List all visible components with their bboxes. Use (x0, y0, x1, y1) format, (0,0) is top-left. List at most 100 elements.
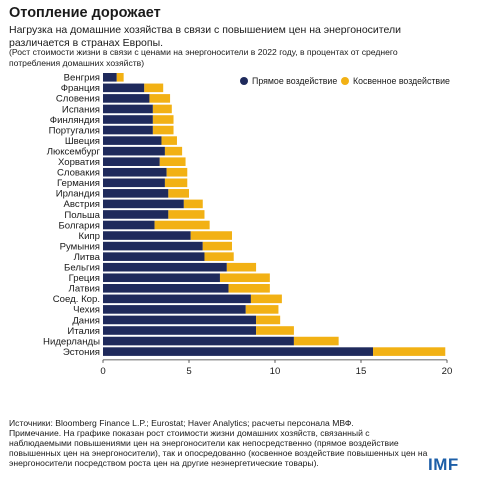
bar-indirect (204, 252, 234, 261)
bar-indirect (164, 146, 183, 156)
category-label: Португалия (49, 125, 100, 136)
bar-direct (103, 241, 203, 251)
legend-marker (240, 77, 248, 85)
category-label: Словения (56, 94, 100, 105)
bar-direct (103, 262, 227, 272)
bar-direct (103, 305, 246, 314)
category-label: Австрия (64, 199, 100, 210)
bar-indirect (190, 231, 232, 240)
bar-indirect (202, 241, 232, 251)
category-label: Италия (67, 326, 100, 337)
category-label: Литва (74, 252, 101, 263)
category-label: Болгария (58, 220, 100, 231)
bar-indirect (166, 167, 188, 177)
category-label: Греция (69, 273, 100, 284)
category-label: Финляндия (50, 115, 100, 126)
bar-direct (103, 115, 153, 124)
category-label: Франция (61, 83, 100, 94)
category-label: Люксембург (47, 146, 101, 157)
bar-indirect (219, 273, 270, 283)
category-label: Польша (64, 210, 100, 221)
bar-direct (103, 146, 165, 156)
category-label: Испания (62, 104, 100, 115)
bar-indirect (183, 199, 203, 209)
bar-direct (103, 315, 257, 325)
remark-text: Примечание. На графике показан рост стои… (9, 428, 428, 468)
bar-direct (103, 136, 162, 145)
legend-marker (341, 77, 349, 85)
bar-indirect (293, 336, 339, 346)
x-tick-label: 0 (100, 366, 105, 377)
bar-direct (103, 125, 153, 135)
category-label: Германия (57, 178, 100, 189)
bar-indirect (228, 284, 270, 293)
legend-label: Косвенное воздействие (353, 76, 450, 86)
bar-direct (103, 326, 257, 335)
x-axis-ticks: 0 5 10 15 20 (100, 359, 453, 377)
chart-note: (Рост стоимости жизни в связи с ценами н… (9, 47, 398, 68)
bar-direct (103, 294, 251, 304)
category-label: Латвия (69, 284, 100, 295)
bar-direct (103, 231, 191, 240)
x-tick-label: 10 (270, 366, 281, 377)
bar-direct (103, 199, 184, 209)
legend: Прямое воздействие Косвенное воздействие (240, 76, 450, 86)
bar-indirect (154, 220, 210, 230)
x-tick-label: 20 (442, 366, 453, 377)
bar-indirect (168, 189, 189, 198)
category-label: Нидерланды (43, 336, 100, 347)
category-label: Ирландия (56, 189, 100, 200)
bar-indirect (226, 262, 257, 272)
bar-indirect (256, 326, 294, 335)
bar-indirect (152, 104, 172, 114)
chart-subtitle: Нагрузка на домашние хозяйства в связи с… (9, 24, 401, 49)
bar-direct (103, 336, 294, 346)
bar-direct (103, 252, 205, 261)
bars-group (103, 73, 446, 356)
category-label: Кипр (79, 231, 100, 242)
bar-direct (103, 220, 155, 230)
x-tick-label: 15 (356, 366, 367, 377)
bar-indirect (245, 305, 279, 314)
legend-label: Прямое воздействие (252, 76, 337, 86)
imf-logo: IMF (428, 455, 459, 474)
category-label: Дания (72, 315, 100, 326)
bar-indirect (164, 178, 188, 188)
bar-indirect (152, 125, 174, 135)
category-label: Соед. Кор. (53, 294, 100, 305)
source-block: Источники: Bloomberg Finance L.P.; Euros… (9, 418, 429, 468)
category-label: Эстония (63, 347, 100, 358)
chart-title: Отопление дорожает (9, 5, 161, 21)
bar-indirect (250, 294, 282, 304)
category-label: Хорватия (58, 157, 100, 168)
bar-indirect (161, 136, 177, 145)
category-labels: ВенгрияФранцияСловенияИспанияФинляндияПо… (43, 73, 101, 358)
bar-indirect (168, 210, 205, 219)
bar-direct (103, 189, 169, 198)
bar-direct (103, 83, 145, 93)
category-label: Словакия (57, 168, 100, 179)
category-label: Чехия (73, 305, 100, 316)
bar-indirect (144, 83, 164, 93)
bar-direct (103, 73, 117, 82)
bar-direct (103, 284, 229, 293)
bar-direct (103, 347, 374, 356)
bar-direct (103, 94, 150, 103)
bar-indirect (152, 115, 174, 124)
x-tick-label: 5 (186, 366, 191, 377)
bar-indirect (159, 157, 186, 166)
bar-direct (103, 178, 165, 188)
bar-indirect (373, 347, 446, 356)
bar-direct (103, 273, 220, 283)
bar-direct (103, 167, 167, 177)
bar-indirect (149, 94, 171, 103)
bar-direct (103, 104, 153, 114)
bar-direct (103, 157, 160, 166)
bar-direct (103, 210, 169, 219)
source-text: Источники: Bloomberg Finance L.P.; Euros… (9, 418, 354, 428)
category-label: Бельгия (64, 263, 100, 274)
bar-indirect (256, 315, 281, 325)
category-label: Румыния (60, 241, 100, 252)
category-label: Венгрия (64, 73, 100, 84)
